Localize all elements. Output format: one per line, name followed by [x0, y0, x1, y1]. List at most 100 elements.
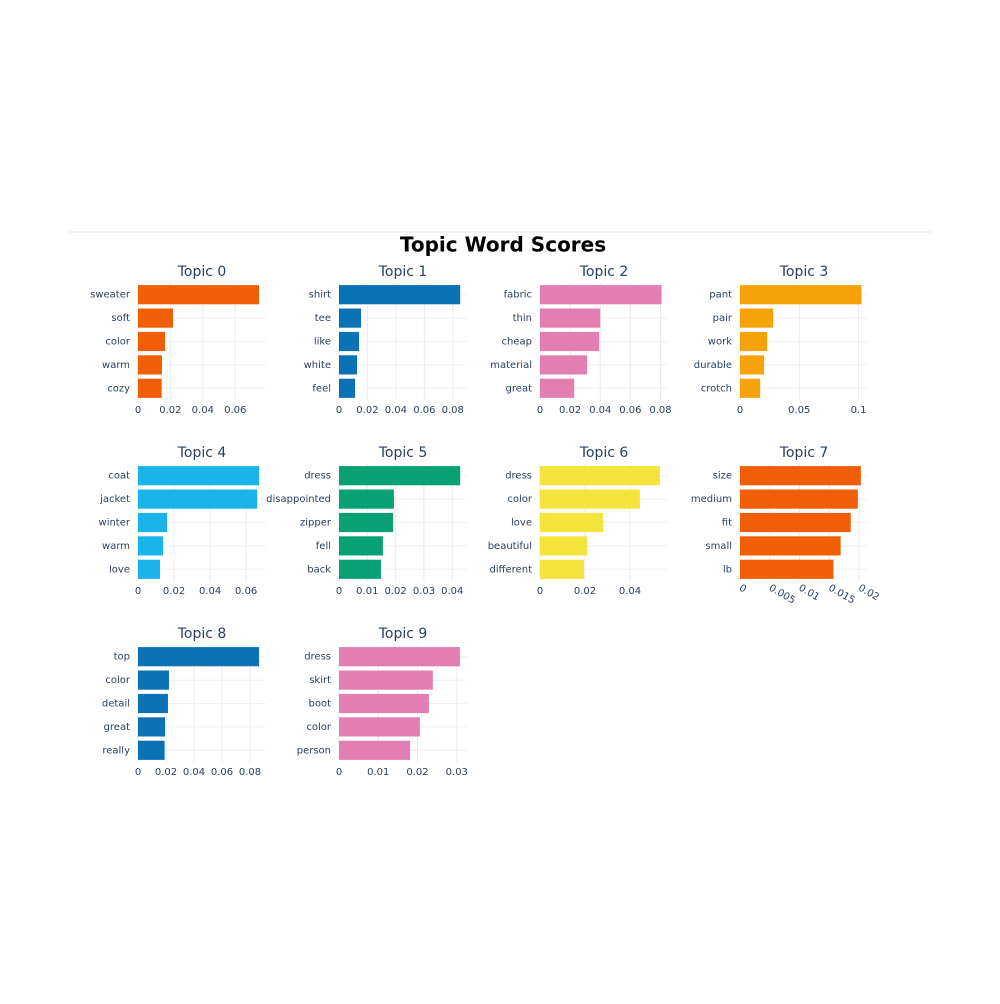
bar: [138, 693, 168, 714]
x-tick-label: 0.03: [446, 767, 468, 778]
bar: [540, 308, 601, 328]
bar: [740, 285, 862, 305]
bar: [540, 559, 585, 579]
y-tick-label: back: [307, 564, 331, 575]
x-tick-label: 0: [537, 586, 543, 597]
y-tick-label: crotch: [701, 383, 732, 394]
x-tick-label: 0.02: [163, 586, 185, 597]
y-tick-label: fabric: [504, 290, 532, 301]
x-tick-label: 0.04: [619, 586, 641, 597]
y-tick-label: top: [114, 652, 130, 663]
y-tick-label: disappointed: [266, 494, 331, 505]
y-tick-label: size: [713, 471, 732, 482]
bar: [138, 308, 173, 328]
y-tick-label: medium: [691, 494, 732, 505]
x-tick-label: 0.01: [356, 586, 378, 597]
y-tick-label: love: [511, 518, 532, 529]
bar: [339, 647, 460, 667]
bar: [740, 489, 858, 509]
y-tick-label: color: [105, 675, 131, 686]
bar: [740, 378, 761, 398]
bar: [339, 466, 461, 486]
x-tick-label: 0.015: [826, 583, 856, 607]
y-tick-label: dress: [304, 471, 331, 482]
y-tick-label: white: [304, 360, 331, 371]
bar: [138, 670, 169, 690]
y-tick-label: coat: [108, 471, 130, 482]
y-tick-label: cozy: [107, 383, 130, 394]
y-tick-label: love: [109, 564, 130, 575]
x-tick-label: 0.02: [159, 405, 181, 416]
x-tick-label: 0: [737, 405, 743, 416]
bar: [740, 536, 841, 556]
x-tick-label: 0.02: [574, 586, 596, 597]
bar: [138, 536, 164, 556]
bar: [540, 489, 640, 509]
y-tick-label: detail: [102, 699, 130, 710]
x-tick-label: 0.005: [767, 583, 797, 607]
x-tick-label: 0: [135, 405, 141, 416]
bar: [540, 466, 660, 486]
y-tick-label: sweater: [90, 290, 131, 301]
y-tick-label: beautiful: [488, 541, 532, 552]
panel-title: Topic 0: [177, 264, 227, 280]
x-tick-label: 0.02: [155, 767, 177, 778]
x-tick-label: 0.01: [367, 767, 389, 778]
y-tick-label: person: [297, 745, 331, 756]
y-tick-label: color: [105, 337, 131, 348]
y-tick-label: great: [104, 722, 131, 733]
bar: [540, 331, 600, 352]
x-tick-label: 0.02: [406, 767, 428, 778]
bar: [138, 378, 162, 398]
x-tick-label: 0.03: [413, 586, 435, 597]
x-tick-label: 0.02: [356, 405, 378, 416]
x-tick-label: 0.04: [385, 405, 407, 416]
y-tick-label: soft: [111, 313, 130, 324]
y-tick-label: fell: [316, 541, 331, 552]
y-tick-label: winter: [99, 518, 131, 529]
bar: [339, 355, 358, 375]
bar: [138, 740, 165, 760]
x-tick-label: 0.06: [619, 405, 641, 416]
x-tick-label: 0: [135, 586, 141, 597]
panel-title: Topic 3: [779, 264, 829, 280]
bar: [339, 670, 433, 690]
y-tick-label: work: [708, 337, 732, 348]
x-tick-label: 0: [737, 583, 748, 596]
y-tick-label: different: [490, 564, 533, 575]
x-tick-label: 0.04: [441, 586, 463, 597]
x-tick-label: 0: [336, 767, 342, 778]
y-tick-label: material: [490, 360, 532, 371]
x-tick-label: 0.06: [413, 405, 435, 416]
x-tick-label: 0: [336, 405, 342, 416]
panel-title: Topic 6: [579, 445, 629, 461]
y-tick-label: shirt: [309, 290, 331, 301]
y-tick-label: really: [102, 745, 130, 756]
bar: [740, 355, 765, 375]
bar: [138, 559, 160, 579]
bar: [339, 536, 383, 556]
bar: [339, 331, 360, 352]
bar: [339, 740, 411, 760]
x-tick-label: 0.08: [649, 405, 671, 416]
y-tick-label: warm: [102, 360, 130, 371]
bar: [138, 512, 168, 533]
bar: [339, 285, 461, 305]
bar: [540, 355, 588, 375]
x-tick-label: 0: [537, 405, 543, 416]
bar: [339, 512, 394, 533]
bar: [138, 466, 260, 486]
bar: [339, 693, 429, 714]
bar: [740, 308, 774, 328]
x-tick-label: 0.08: [442, 405, 464, 416]
x-tick-label: 0.04: [199, 586, 221, 597]
y-tick-label: great: [506, 383, 533, 394]
y-tick-label: boot: [308, 699, 331, 710]
panel-title: Topic 2: [579, 264, 629, 280]
x-tick-label: 0: [336, 586, 342, 597]
y-tick-label: tee: [315, 313, 331, 324]
y-tick-label: feel: [312, 383, 331, 394]
y-tick-label: durable: [694, 360, 732, 371]
x-tick-label: 0.06: [224, 405, 246, 416]
bar: [138, 285, 260, 305]
